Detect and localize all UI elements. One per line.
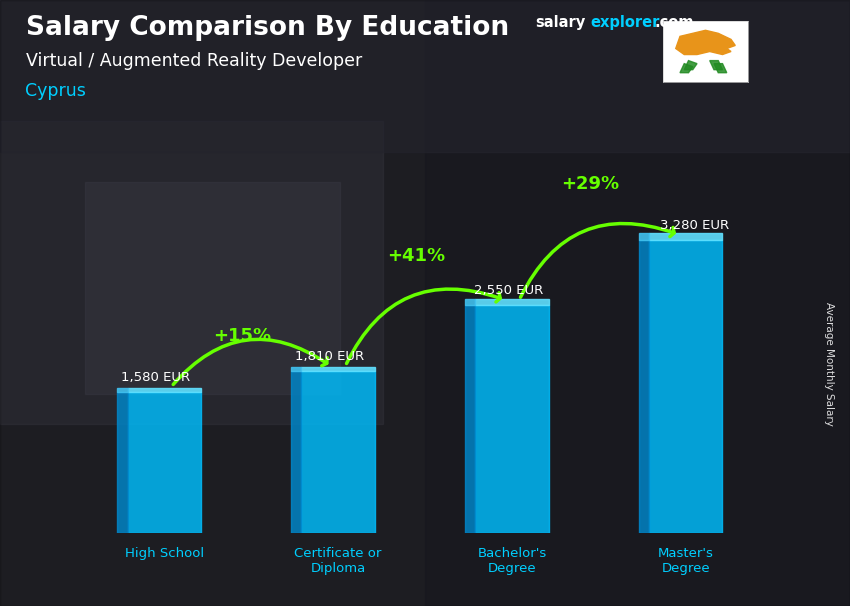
Polygon shape [714,64,727,73]
Bar [302,371,375,533]
Polygon shape [676,30,735,55]
Polygon shape [710,61,722,70]
Bar [465,299,475,305]
Text: +15%: +15% [213,327,271,345]
Text: Virtual / Augmented Reality Developer: Virtual / Augmented Reality Developer [26,52,362,70]
Bar [128,392,201,533]
Polygon shape [680,64,693,73]
Bar [425,0,850,606]
Bar [128,388,201,392]
Text: 3,280 EUR: 3,280 EUR [660,219,729,232]
Bar [85,182,340,394]
Bar [639,240,649,533]
Text: Average Monthly Salary: Average Monthly Salary [824,302,834,425]
Bar [649,240,722,533]
Bar [117,388,128,392]
Text: salary: salary [536,15,586,30]
Bar [302,367,375,371]
Bar [475,305,548,533]
Text: +29%: +29% [561,175,620,193]
Bar [0,0,850,152]
Bar [639,233,649,240]
Text: 1,580 EUR: 1,580 EUR [121,371,190,384]
Bar [649,233,722,240]
Bar [0,121,382,424]
Polygon shape [684,61,697,70]
Bar [291,371,302,533]
Bar [291,367,302,371]
Text: +41%: +41% [388,247,445,265]
Text: explorer: explorer [591,15,660,30]
Bar [475,299,548,305]
Bar [465,305,475,533]
Text: 1,810 EUR: 1,810 EUR [295,350,364,364]
Text: Salary Comparison By Education: Salary Comparison By Education [26,15,508,41]
Text: 2,550 EUR: 2,550 EUR [473,284,543,297]
Text: .com: .com [654,15,694,30]
Text: Cyprus: Cyprus [26,82,87,100]
Bar [117,392,128,533]
